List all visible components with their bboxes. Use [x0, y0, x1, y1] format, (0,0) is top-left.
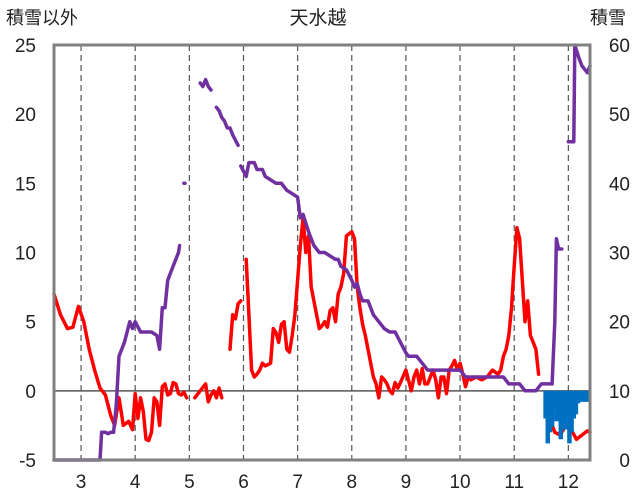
x-tick-label: 7 [292, 472, 303, 493]
x-tick-label: 3 [76, 472, 87, 493]
x-tick-label: 12 [558, 472, 579, 493]
y-right-tick-label: 20 [609, 313, 630, 334]
bar-mark [549, 390, 555, 427]
y-right-tick-label: 40 [609, 174, 630, 195]
y-left-tick-label: 15 [15, 174, 36, 195]
plot-frame [52, 43, 592, 462]
series-layer [52, 43, 592, 462]
y-left-tick-label: 25 [15, 36, 36, 57]
x-tick-label: 6 [238, 472, 249, 493]
y-left-tick-label: 10 [15, 244, 36, 265]
y-right-tick-label: 50 [609, 105, 630, 126]
y-right-tick-label: 60 [609, 36, 630, 57]
chart-title: 天水越 [289, 7, 346, 29]
left-axis-series-line-0 [52, 216, 592, 443]
left-axis-label: 積雪以外 [6, 8, 78, 28]
x-tick-label: 4 [130, 472, 141, 493]
x-tick-label: 5 [184, 472, 195, 493]
right-axis-series-line-1 [52, 43, 592, 462]
y-left-tick-label: 20 [15, 105, 36, 126]
y-left-tick-label: -5 [19, 451, 36, 472]
x-tick-label: 9 [401, 472, 412, 493]
x-tick-label: 11 [504, 472, 524, 493]
y-left-tick-label: 0 [25, 382, 36, 403]
y-right-tick-label: 30 [609, 244, 630, 265]
y-left-tick-label: 5 [25, 313, 36, 334]
x-tick-label: 10 [449, 472, 470, 493]
bar-mark [584, 390, 590, 402]
y-right-tick-label: 10 [609, 382, 630, 403]
x-tick-label: 8 [346, 472, 357, 493]
y-right-tick-label: 0 [619, 451, 630, 472]
right-axis-label: 積雪 [590, 8, 626, 28]
